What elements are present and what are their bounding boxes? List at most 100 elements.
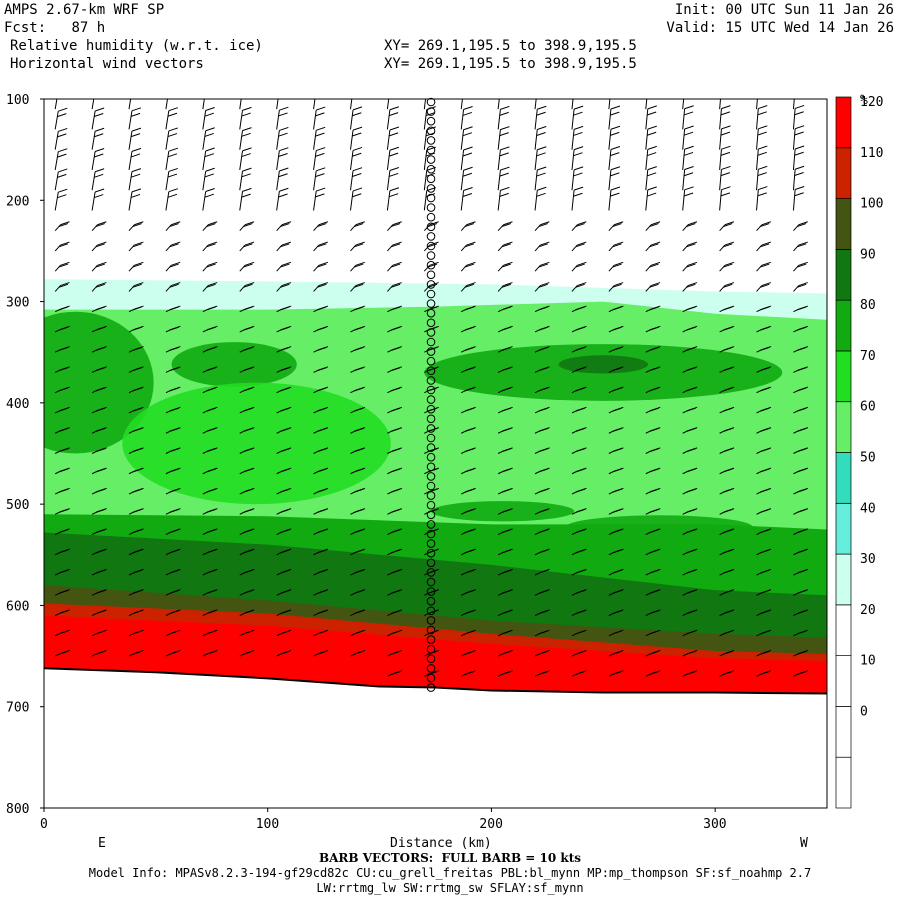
barb-feather [242, 187, 252, 192]
barb-feather [538, 223, 548, 228]
barb-feather [761, 221, 771, 226]
barb-feather [610, 146, 621, 150]
barb-feather [168, 167, 178, 172]
wind-barb [719, 305, 735, 313]
wind-barb [645, 406, 661, 414]
wind-barb [91, 241, 107, 252]
barb-feather [797, 508, 807, 513]
barb-feather [466, 241, 476, 246]
barb-feather [612, 448, 622, 453]
barb-staff [571, 264, 578, 272]
barb-feather [280, 306, 290, 311]
barb-feather [317, 529, 327, 534]
barb-staff [756, 285, 763, 292]
x-tick-label: 0 [40, 817, 48, 832]
wind-barb [239, 305, 255, 313]
barb-feather [794, 145, 805, 150]
wind-barb [313, 386, 329, 394]
wind-barb [497, 649, 513, 657]
barb-feather [131, 188, 142, 193]
barb-feather [317, 306, 327, 311]
barb-feather [391, 346, 401, 351]
wind-barb [460, 282, 476, 292]
barb-feather [798, 261, 808, 266]
wind-barb [571, 125, 584, 150]
barb-feather [317, 589, 327, 594]
wind-barb [719, 386, 735, 394]
wind-barb [350, 325, 366, 333]
barb-feather [721, 145, 731, 150]
barb-feather [723, 529, 733, 534]
station-marker-circle [426, 184, 436, 193]
wind-barb [276, 366, 292, 373]
barb-feather [94, 93, 103, 96]
barb-feather [169, 346, 179, 351]
barb-feather [132, 283, 142, 288]
barb-staff [313, 264, 320, 272]
barb-feather [132, 650, 142, 655]
barb-feather [168, 127, 178, 132]
barb-staff [645, 224, 652, 232]
wind-barb [682, 346, 698, 353]
wind-barb [128, 107, 142, 130]
barb-staff [534, 190, 538, 211]
wind-barb [202, 406, 218, 414]
station-marker-circle [426, 212, 436, 222]
barb-feather [354, 589, 364, 594]
barb-feather [317, 650, 327, 655]
wind-barb [719, 629, 735, 637]
barb-feather [721, 165, 731, 170]
wind-barb [313, 221, 329, 232]
barb-staff [682, 108, 686, 130]
wind-barb [91, 346, 107, 353]
barb-feather [464, 306, 475, 311]
barb-staff [423, 170, 428, 191]
barb-feather [575, 650, 585, 655]
barb-feather [760, 488, 770, 493]
wind-barb [534, 447, 550, 454]
barb-staff [313, 224, 320, 232]
barb-feather [58, 148, 68, 153]
barb-feather [391, 610, 401, 615]
barb-staff [645, 129, 649, 150]
wind-barb [202, 386, 218, 394]
wind-barb [571, 166, 584, 191]
barb-feather [538, 346, 549, 351]
wind-barb [128, 467, 144, 475]
wind-barb [645, 145, 657, 170]
wind-barb [91, 609, 107, 617]
barb-staff [313, 170, 317, 191]
barb-feather [58, 367, 69, 372]
barb-feather [315, 173, 325, 178]
barb-feather [464, 549, 475, 554]
barb-feather [721, 92, 730, 95]
wind-barb [497, 589, 513, 596]
barb-feather [317, 407, 327, 412]
barb-feather [500, 92, 509, 95]
barb-staff [571, 285, 578, 292]
barb-feather [316, 106, 326, 111]
barb-feather [95, 243, 105, 248]
station-marker-circle [426, 280, 436, 289]
barb-feather [58, 107, 68, 112]
barb-feather [796, 223, 807, 228]
barb-feather [354, 427, 364, 432]
barb-staff [460, 149, 465, 170]
barb-feather [538, 283, 548, 288]
barb-feather [169, 283, 179, 288]
wind-barb [350, 609, 366, 617]
wind-barb [54, 386, 70, 394]
barb-feather [538, 529, 549, 534]
barb-feather [538, 569, 549, 574]
wind-barb [128, 487, 144, 495]
wind-barb [349, 99, 353, 110]
barb-feather [243, 610, 253, 615]
wind-barb [793, 305, 809, 313]
wind-barb [202, 609, 218, 617]
barb-feather [723, 346, 733, 351]
wind-barb [165, 241, 181, 252]
barb-feather [685, 86, 694, 89]
barb-staff [91, 99, 95, 110]
wind-barb [756, 386, 772, 394]
